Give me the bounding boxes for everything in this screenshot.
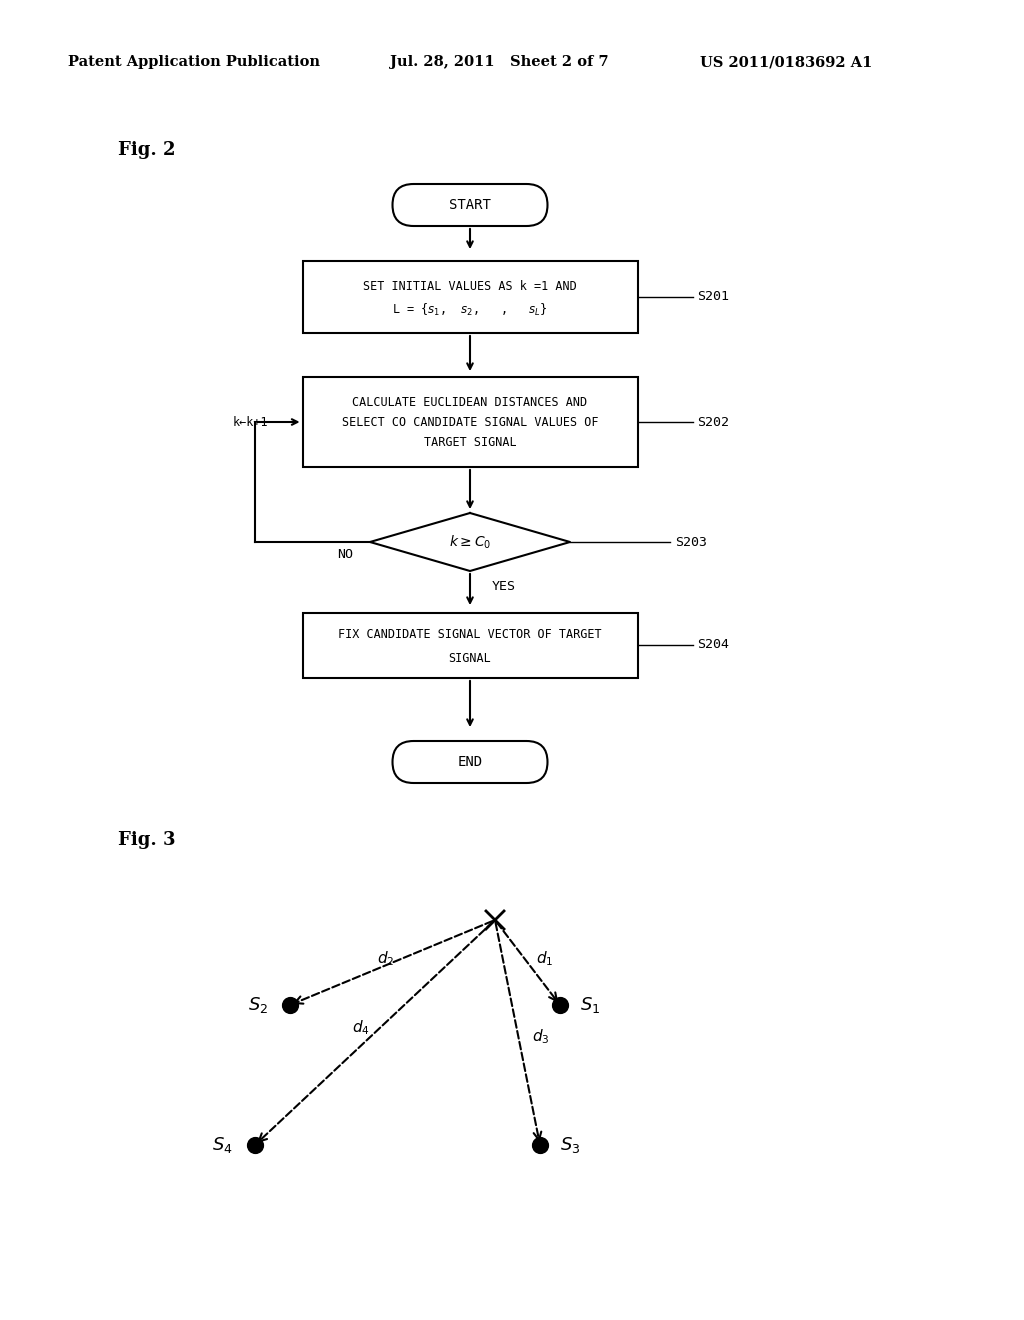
FancyBboxPatch shape — [392, 741, 548, 783]
Text: SELECT CO CANDIDATE SIGNAL VALUES OF: SELECT CO CANDIDATE SIGNAL VALUES OF — [342, 416, 598, 429]
Text: S204: S204 — [697, 639, 729, 652]
Text: $k \geq C_0$: $k \geq C_0$ — [449, 533, 492, 550]
FancyBboxPatch shape — [302, 261, 638, 333]
Text: Jul. 28, 2011   Sheet 2 of 7: Jul. 28, 2011 Sheet 2 of 7 — [390, 55, 608, 69]
FancyBboxPatch shape — [392, 183, 548, 226]
Text: $d_4$: $d_4$ — [352, 1019, 370, 1038]
Point — [247, 1134, 263, 1155]
Text: FIX CANDIDATE SIGNAL VECTOR OF TARGET: FIX CANDIDATE SIGNAL VECTOR OF TARGET — [338, 628, 602, 642]
Text: TARGET SIGNAL: TARGET SIGNAL — [424, 436, 516, 449]
Text: $S_1$: $S_1$ — [580, 995, 600, 1015]
Text: START: START — [450, 198, 490, 213]
Text: CALCULATE EUCLIDEAN DISTANCES AND: CALCULATE EUCLIDEAN DISTANCES AND — [352, 396, 588, 408]
Text: L = {$s_1$,  $s_2$,   ,   $s_L$}: L = {$s_1$, $s_2$, , $s_L$} — [392, 302, 548, 318]
FancyBboxPatch shape — [302, 378, 638, 467]
Text: $S_3$: $S_3$ — [560, 1135, 581, 1155]
Point — [552, 994, 568, 1015]
Text: Fig. 3: Fig. 3 — [118, 832, 175, 849]
Text: $S_2$: $S_2$ — [248, 995, 268, 1015]
Text: SET INITIAL VALUES AS k =1 AND: SET INITIAL VALUES AS k =1 AND — [364, 280, 577, 293]
Text: $d_1$: $d_1$ — [537, 949, 554, 968]
Text: END: END — [458, 755, 482, 770]
Point — [531, 1134, 548, 1155]
Text: $d_2$: $d_2$ — [378, 949, 394, 968]
Point — [282, 994, 298, 1015]
Text: Patent Application Publication: Patent Application Publication — [68, 55, 319, 69]
Text: $S_4$: $S_4$ — [212, 1135, 233, 1155]
Text: k←k+1: k←k+1 — [232, 416, 268, 429]
Text: NO: NO — [337, 548, 353, 561]
Text: S203: S203 — [675, 536, 707, 549]
Text: YES: YES — [492, 581, 516, 594]
Text: Fig. 2: Fig. 2 — [118, 141, 175, 158]
Text: S201: S201 — [697, 290, 729, 304]
Text: US 2011/0183692 A1: US 2011/0183692 A1 — [700, 55, 872, 69]
Text: SIGNAL: SIGNAL — [449, 652, 492, 664]
Text: S202: S202 — [697, 416, 729, 429]
FancyBboxPatch shape — [302, 612, 638, 677]
Text: $d_3$: $d_3$ — [532, 1028, 550, 1047]
